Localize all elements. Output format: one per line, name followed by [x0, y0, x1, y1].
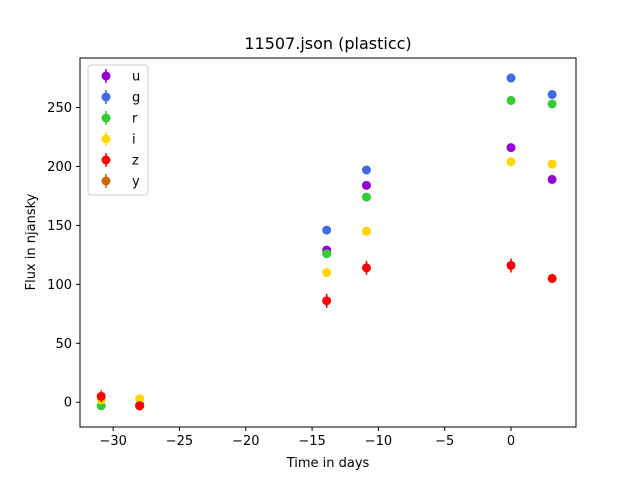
point-u [361, 180, 371, 190]
legend-item-i: i [101, 132, 136, 148]
marker-i [361, 226, 371, 236]
x-tick-label: −25 [166, 434, 193, 449]
legend-label-r: r [132, 112, 138, 127]
x-tick-label: 0 [507, 434, 515, 449]
marker-z [322, 296, 332, 306]
legend-item-r: r [101, 111, 138, 127]
legend-marker-z [101, 155, 111, 165]
legend-item-u: u [101, 69, 140, 85]
marker-z [547, 273, 557, 283]
marker-r [506, 95, 516, 105]
point-u [506, 143, 516, 153]
point-i [506, 157, 516, 167]
point-r [547, 99, 557, 109]
y-tick-label: 150 [47, 219, 72, 234]
legend-label-z: z [132, 154, 139, 169]
point-r [322, 249, 332, 259]
legend-label-g: g [132, 91, 140, 106]
chart-title: 11507.json (plasticc) [244, 34, 411, 53]
point-z [322, 293, 332, 308]
point-z [547, 273, 557, 284]
marker-r [361, 192, 371, 202]
marker-u [506, 143, 516, 153]
x-tick-label: −15 [298, 434, 325, 449]
marker-u [547, 174, 557, 184]
point-z [135, 401, 145, 411]
x-tick-label: −20 [232, 434, 259, 449]
legend-item-g: g [101, 90, 140, 106]
marker-i [506, 157, 516, 167]
point-g [322, 225, 332, 235]
y-tick-label: 100 [47, 278, 72, 293]
point-r [361, 192, 371, 202]
point-g [506, 73, 516, 83]
point-g [547, 90, 557, 100]
marker-r [547, 99, 557, 109]
y-tick-label: 250 [47, 101, 72, 116]
legend-marker-y [101, 176, 111, 186]
legend-marker-u [101, 71, 111, 81]
y-axis: 0 50 100 150 200 250 [47, 101, 80, 411]
x-tick-label: −30 [99, 434, 126, 449]
point-i [322, 268, 332, 278]
marker-z [506, 260, 516, 270]
y-tick-label: 0 [64, 396, 72, 411]
x-tick-label: −10 [365, 434, 392, 449]
marker-g [506, 73, 516, 83]
marker-g [361, 165, 371, 175]
marker-g [322, 225, 332, 235]
marker-z [361, 263, 371, 273]
marker-z [96, 391, 106, 401]
point-r [506, 95, 516, 105]
x-axis-label: Time in days [286, 456, 370, 471]
marker-z [135, 401, 145, 411]
marker-i [547, 159, 557, 169]
legend-label-u: u [132, 70, 140, 85]
y-tick-label: 50 [55, 337, 72, 352]
legend-item-z: z [101, 153, 139, 169]
marker-r [322, 249, 332, 259]
legend-label-i: i [132, 133, 136, 148]
point-u [547, 174, 557, 184]
marker-g [547, 90, 557, 100]
legend-label-y: y [132, 175, 140, 190]
marker-i [135, 394, 145, 404]
legend-marker-r [101, 113, 111, 123]
legend-marker-i [101, 134, 111, 144]
point-i [135, 394, 145, 404]
point-z [361, 260, 371, 275]
point-z [96, 390, 106, 403]
point-z [506, 258, 516, 273]
y-axis-label: Flux in njansky [24, 193, 39, 290]
axes-frame [79, 57, 577, 428]
marker-u [361, 180, 371, 190]
point-i [547, 159, 557, 169]
marker-i [322, 268, 332, 278]
legend-marker-g [101, 92, 111, 102]
y-tick-label: 200 [47, 160, 72, 175]
point-i [361, 226, 371, 236]
point-g [361, 165, 371, 175]
legend-item-y: y [101, 174, 140, 190]
x-axis: −30 −25 −20 −15 −10 −5 0 [99, 427, 515, 449]
data-marks [96, 73, 557, 411]
x-tick-label: −5 [435, 434, 454, 449]
